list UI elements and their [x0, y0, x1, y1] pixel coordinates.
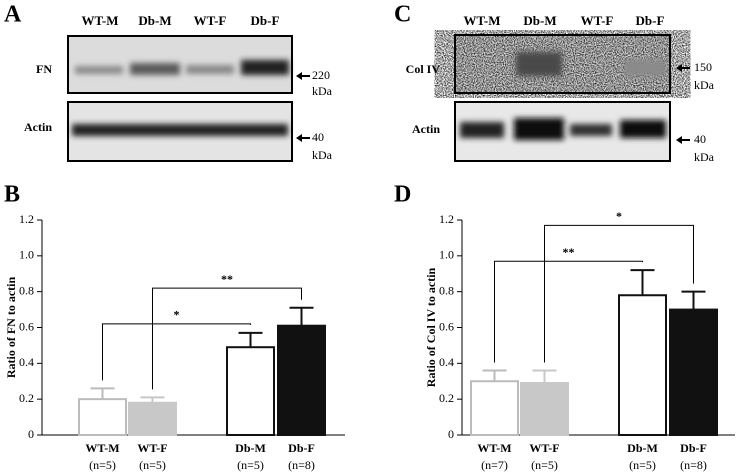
lane-label: Db-M — [523, 13, 556, 28]
y-tick-label: 0.6 — [439, 319, 454, 333]
y-axis-label: Ratio of Col IV to actin — [424, 267, 438, 387]
lane-label: Db-F — [636, 13, 665, 28]
protein-label: Actin — [412, 122, 440, 136]
x-tick-label: WT-M — [477, 441, 511, 455]
arrow — [676, 64, 690, 72]
significance-bracket — [494, 260, 643, 363]
n-label: (n=8) — [288, 458, 315, 472]
n-label: (n=7) — [481, 458, 508, 472]
arrow — [296, 134, 310, 142]
significance-label: ** — [563, 245, 575, 259]
protein-label: Actin — [24, 120, 52, 134]
blot — [454, 101, 671, 162]
bar — [618, 294, 667, 436]
y-tick-label: 1.0 — [19, 248, 34, 262]
y-tick-label: 1.2 — [19, 212, 34, 226]
panel-letter: D — [394, 182, 411, 208]
marker-unit: kDa — [694, 150, 715, 164]
marker-label: 220 — [312, 68, 330, 82]
arrow — [296, 72, 310, 80]
blot — [454, 34, 671, 94]
x-tick-label: WT-F — [137, 441, 167, 455]
y-tick-label: 0.4 — [439, 355, 454, 369]
marker-label: 40 — [694, 132, 706, 146]
significance-bracket — [544, 224, 694, 363]
x-tick-label: Db-M — [235, 441, 266, 455]
blot — [67, 35, 293, 94]
significance-bracket — [102, 323, 251, 381]
bar — [128, 401, 177, 436]
n-label: (n=5) — [237, 458, 264, 472]
lane-label: WT-M — [81, 13, 118, 28]
marker-label: 40 — [312, 130, 324, 144]
marker-unit: kDa — [694, 78, 715, 92]
n-label: (n=5) — [139, 458, 166, 472]
significance-label: * — [616, 209, 622, 223]
bar — [78, 398, 127, 436]
significance-label: * — [174, 308, 180, 322]
y-tick-label: 1.2 — [439, 212, 454, 226]
marker-unit: kDa — [312, 148, 333, 162]
y-tick-label: 0.4 — [19, 355, 34, 369]
n-label: (n=5) — [89, 458, 116, 472]
panel-letter: B — [4, 182, 20, 208]
arrow — [676, 136, 690, 144]
lane-label: WT-M — [463, 13, 500, 28]
lane-label: WT-F — [581, 13, 614, 28]
x-tick-label: WT-F — [529, 441, 559, 455]
y-tick-label: 1.0 — [439, 248, 454, 262]
y-tick-label: 0 — [28, 427, 34, 441]
y-axis-label: Ratio of FN to actin — [4, 277, 18, 379]
y-tick-label: 0.2 — [19, 391, 34, 405]
x-tick-label: WT-M — [85, 441, 119, 455]
y-tick-label: 0.8 — [439, 283, 454, 297]
blot — [67, 101, 293, 162]
significance-bracket — [152, 287, 302, 390]
bar — [470, 380, 519, 436]
n-label: (n=8) — [680, 458, 707, 472]
panel-letter: A — [4, 2, 22, 28]
n-label: (n=5) — [629, 458, 656, 472]
n-label: (n=5) — [531, 458, 558, 472]
x-tick-label: Db-F — [680, 441, 707, 455]
y-tick-label: 0.6 — [19, 319, 34, 333]
protein-label: Col IV — [406, 62, 441, 76]
significance-label: ** — [221, 272, 233, 286]
lane-label: Db-M — [138, 13, 171, 28]
y-tick-label: 0.8 — [19, 283, 34, 297]
marker-label: 150 — [694, 60, 712, 74]
marker-unit: kDa — [312, 84, 333, 98]
protein-label: FN — [36, 62, 52, 76]
lane-label: Db-F — [251, 13, 280, 28]
y-tick-label: 0 — [448, 427, 454, 441]
bar — [277, 324, 326, 437]
x-tick-label: Db-M — [627, 441, 658, 455]
panel-letter: C — [394, 2, 411, 28]
bar — [520, 382, 569, 436]
bar — [669, 308, 718, 437]
x-tick-label: Db-F — [288, 441, 315, 455]
y-tick-label: 0.2 — [439, 391, 454, 405]
lane-label: WT-F — [194, 13, 227, 28]
bar — [226, 346, 275, 437]
